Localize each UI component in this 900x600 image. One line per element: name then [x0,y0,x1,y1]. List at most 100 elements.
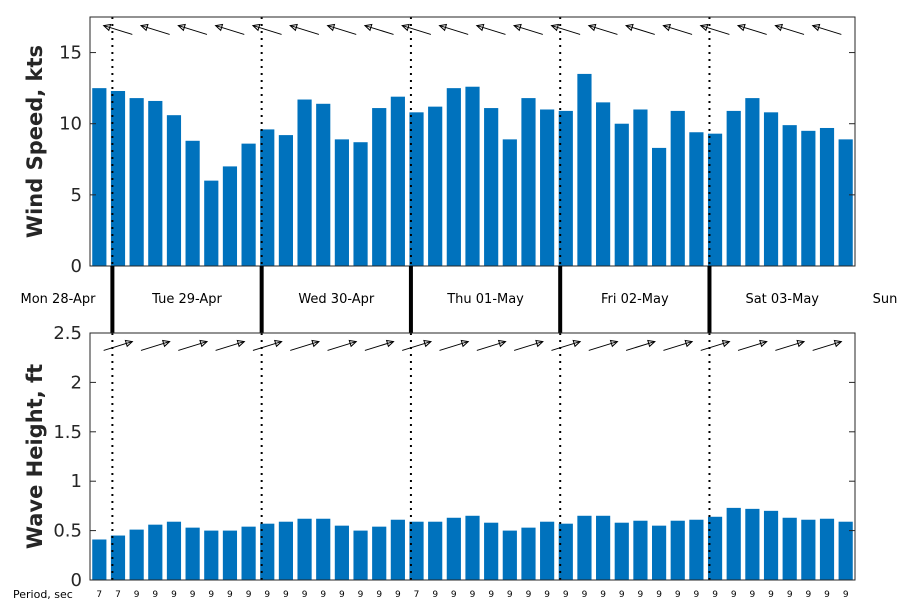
direction-arrow-shaft [439,341,469,351]
direction-arrow-shaft [812,341,842,351]
bar [409,521,424,580]
bar [260,129,275,266]
direction-arrowhead [572,339,582,348]
direction-arrowhead [587,23,597,32]
bar [577,73,592,266]
direction-arrow-shaft [700,25,730,35]
period-label: 9 [320,590,326,600]
bar [92,539,107,580]
bar [614,522,629,580]
bar [763,510,779,580]
bar [446,88,461,266]
bar [652,147,667,266]
direction-arrowhead [236,339,246,348]
bar [801,519,816,580]
bar [558,523,573,580]
bar [129,529,144,580]
period-label: 9 [750,590,756,600]
bar [390,519,405,580]
period-label: 9 [843,590,849,600]
bar [558,110,573,266]
direction-arrowhead [460,339,470,348]
day-label: Thu 01-May [446,292,524,307]
direction-arrow-shaft [290,25,320,35]
y-tick-label: 2.5 [53,323,82,344]
bar [670,520,685,580]
direction-arrowhead [348,339,358,348]
bar [148,524,163,580]
bar [110,90,126,267]
direction-arrowhead [699,23,709,32]
bar [782,125,797,266]
bar [372,108,387,266]
period-label: 7 [115,590,121,600]
axes-box [89,332,856,581]
direction-arrowhead [647,339,656,348]
y-tick-label: 1.5 [53,422,82,443]
bar [670,110,685,266]
direction-arrowhead [662,23,672,32]
direction-arrow-shaft [663,341,693,351]
direction-arrowhead [385,339,395,348]
period-label: 9 [507,590,513,600]
direction-arrow-shaft [737,341,767,351]
bar [782,517,797,580]
bar [297,99,312,266]
period-label: 9 [694,590,700,600]
wave-period-row: Period, sec 7 7 9 9 9 9 9 9 9 9 9 9 9 9 9 9 9 7 9 9 9 9 9 9 9 9 9 9 9… [13,588,849,600]
period-label: 9 [451,590,457,600]
period-label: 9 [582,590,588,600]
bar [334,525,349,580]
direction-arrow-shaft [215,341,245,351]
period-label: 9 [488,590,494,600]
bar [241,526,256,580]
direction-arrow-shaft [476,25,506,35]
y-tick-label: 0.5 [53,521,82,542]
period-label: 7 [414,590,420,600]
direction-arrow-shaft [588,25,618,35]
bar [241,143,256,266]
y-tick-label: 10 [59,114,82,135]
period-label: 9 [264,590,270,600]
direction-arrow-shaft [663,25,693,35]
bar [838,521,853,580]
period-label: 9 [768,590,774,600]
bar [577,515,592,580]
period-label: 9 [731,590,737,600]
day-label: Wed 30-Apr [298,292,375,307]
y-tick-label: 1 [71,471,82,492]
direction-arrow-shaft [737,25,767,35]
direction-arrow-shaft [551,25,581,35]
y-tick-label: 5 [71,185,82,206]
direction-arrowhead [251,23,261,32]
day-label: Sun [873,292,898,307]
bar [521,98,536,266]
period-label: 9 [544,590,550,600]
period-label: 9 [432,590,438,600]
bar [652,525,667,580]
direction-arrow-shaft [551,341,581,351]
bar [222,530,238,580]
direction-arrow-shaft [812,25,842,35]
bar [502,139,517,266]
day-label: Mon 28-Apr [21,292,97,307]
y-axis-title: Wave Height, ft [23,364,47,549]
period-label: 9 [638,590,644,600]
direction-arrowhead [102,23,112,32]
bar [819,127,835,266]
y-tick-label: 0 [71,256,82,277]
period-label: 9 [376,590,382,600]
period-label: 9 [675,590,681,600]
bar [614,123,629,267]
y-axis-title: Wind Speed, kts [23,45,47,238]
bar [689,519,704,580]
bar [204,530,219,580]
bar [707,516,723,580]
bar [689,132,704,266]
bar [334,139,349,266]
period-label: 9 [283,590,289,600]
direction-arrowhead [311,339,320,348]
direction-arrowhead [214,23,224,32]
bar [409,112,424,266]
axes-box [89,16,856,267]
